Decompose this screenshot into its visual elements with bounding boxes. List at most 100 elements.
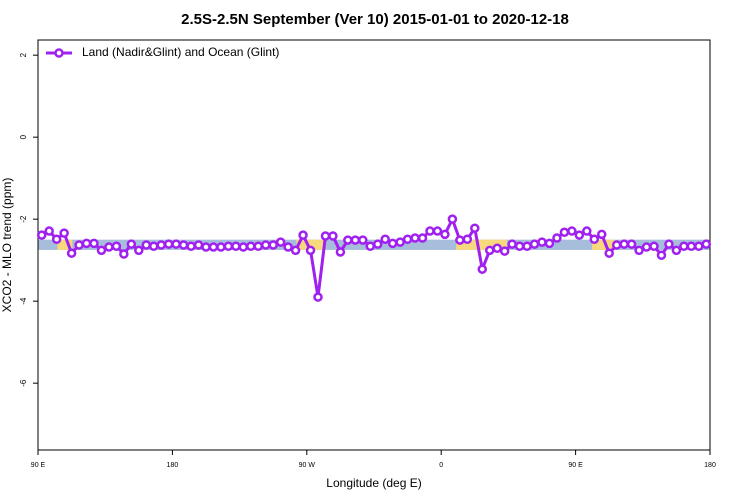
data-point	[201, 242, 211, 252]
data-point	[216, 242, 226, 252]
data-point	[290, 245, 301, 256]
series-line	[41, 215, 707, 298]
data-point	[104, 242, 114, 252]
data-point	[656, 250, 667, 260]
data-point	[477, 264, 488, 274]
data-point	[186, 241, 196, 251]
data-point	[544, 238, 555, 249]
data-point	[134, 245, 144, 256]
data-point	[470, 223, 480, 233]
y-tick-label: 2	[19, 52, 28, 57]
data-point	[126, 239, 137, 249]
x-tick-label: 90 E	[31, 462, 46, 469]
data-point	[589, 234, 600, 245]
data-point	[178, 240, 189, 250]
data-point	[36, 230, 47, 240]
data-point	[320, 231, 331, 241]
data-point	[96, 245, 107, 256]
data-point	[410, 233, 420, 243]
data-point	[432, 226, 443, 236]
y-tick-label: 0	[19, 134, 28, 139]
data-point	[51, 234, 62, 245]
data-point	[529, 239, 540, 249]
data-point	[387, 238, 398, 249]
legend-label: Land (Nadir&Glint) and Ocean (Glint)	[82, 45, 279, 59]
data-point	[208, 242, 219, 252]
data-point	[499, 246, 510, 256]
data-point	[694, 241, 704, 251]
data-point	[313, 292, 323, 302]
legend-marker	[54, 48, 64, 58]
data-point	[343, 235, 353, 245]
data-point	[141, 240, 152, 250]
data-point	[402, 234, 413, 245]
data-point	[328, 231, 338, 241]
data-point	[679, 241, 689, 251]
y-tick-label: -2	[19, 215, 28, 223]
data-point	[574, 230, 585, 240]
data-point	[455, 235, 465, 245]
x-tick-label: 180	[704, 462, 716, 469]
data-point	[440, 229, 450, 240]
data-point	[380, 234, 390, 245]
data-point	[701, 239, 712, 249]
data-point	[119, 249, 129, 259]
data-point	[582, 226, 592, 236]
data-point	[365, 241, 376, 251]
data-point	[283, 242, 293, 252]
data-point	[260, 240, 271, 250]
x-tick-label: 90 E	[568, 462, 583, 469]
data-point	[395, 237, 405, 247]
data-point	[619, 239, 629, 249]
y-tick-label: -4	[19, 297, 28, 305]
data-point	[552, 233, 562, 243]
data-point	[634, 245, 644, 256]
x-tick-label: 0	[439, 462, 443, 469]
x-tick-label: 90 W	[299, 462, 316, 469]
data-point	[298, 230, 308, 240]
y-tick-label: -6	[19, 379, 28, 387]
data-point	[522, 241, 532, 251]
data-point	[231, 241, 241, 251]
data-point	[81, 238, 92, 249]
data-point	[671, 245, 682, 256]
data-point	[611, 240, 622, 250]
data-point	[74, 240, 84, 250]
data-point	[246, 241, 256, 251]
data-point	[66, 248, 77, 258]
data-point	[111, 241, 122, 251]
data-point	[596, 229, 607, 240]
data-point	[223, 241, 234, 251]
data-point	[559, 227, 570, 238]
data-point	[649, 241, 659, 251]
data-point	[514, 241, 525, 251]
data-point	[447, 214, 458, 224]
data-point	[641, 242, 652, 252]
data-point	[686, 241, 697, 251]
data-point	[238, 242, 249, 252]
x-tick-label: 180	[167, 462, 179, 469]
data-point	[163, 239, 174, 249]
data-point	[626, 239, 637, 249]
data-point	[148, 241, 159, 251]
data-point	[567, 226, 577, 236]
data-point	[492, 243, 502, 254]
x-axis-label: Longitude (deg E)	[326, 476, 421, 490]
data-point	[372, 239, 383, 249]
data-point	[664, 239, 674, 249]
data-point	[537, 237, 547, 247]
data-point	[305, 245, 316, 256]
band-highlight	[57, 239, 73, 250]
data-point	[335, 247, 346, 257]
data-point	[59, 228, 69, 238]
band-highlight	[456, 239, 507, 250]
data-point	[193, 240, 204, 250]
chart-title: 2.5S-2.5N September (Ver 10) 2015-01-01 …	[181, 11, 569, 28]
data-point	[507, 239, 517, 249]
data-point	[358, 235, 368, 245]
data-point	[89, 238, 99, 249]
data-point	[350, 235, 361, 245]
data-point	[275, 237, 286, 247]
data-point	[604, 248, 614, 258]
